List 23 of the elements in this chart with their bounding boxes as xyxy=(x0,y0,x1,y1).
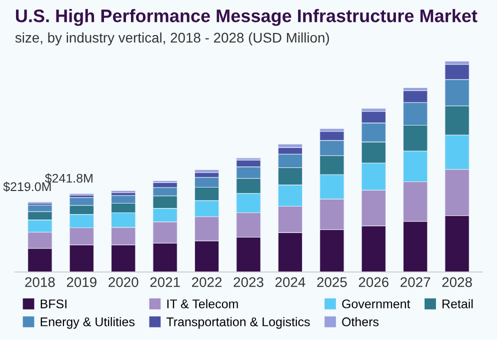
chart-title: U.S. High Performance Message Infrastructure Market xyxy=(16,9,478,26)
x-tick-label: 2026 xyxy=(358,277,388,288)
annotation: $241.8M xyxy=(44,173,92,184)
legend-label: BFSI xyxy=(40,299,66,308)
x-tick-label: 2020 xyxy=(108,277,138,288)
chart-subtitle: size, by industry vertical, 2018 - 2028 (USD Million) xyxy=(15,32,329,46)
legend-label: Energy & Utilities xyxy=(40,317,134,329)
legend-label: Retail xyxy=(442,299,473,308)
x-tick-label: 2022 xyxy=(192,277,222,288)
x-tick-label: 2019 xyxy=(66,277,96,288)
bar xyxy=(110,190,136,194)
legend-label: Transportation & Logistics xyxy=(166,317,310,329)
x-tick-label: 2028 xyxy=(442,277,472,288)
x-tick-label: 2025 xyxy=(317,277,347,288)
x-tick-label: 2023 xyxy=(234,277,264,288)
x-tick-label: 2021 xyxy=(150,277,180,288)
legend-label: Others xyxy=(342,317,379,326)
annotation: $219.0M xyxy=(3,182,51,192)
legend-label: Government xyxy=(342,299,410,308)
legend-label: IT & Telecom xyxy=(167,299,238,308)
x-tick-label: 2027 xyxy=(400,277,430,288)
x-tick-label: 2024 xyxy=(275,277,306,288)
x-tick-label: 2018 xyxy=(25,277,55,288)
